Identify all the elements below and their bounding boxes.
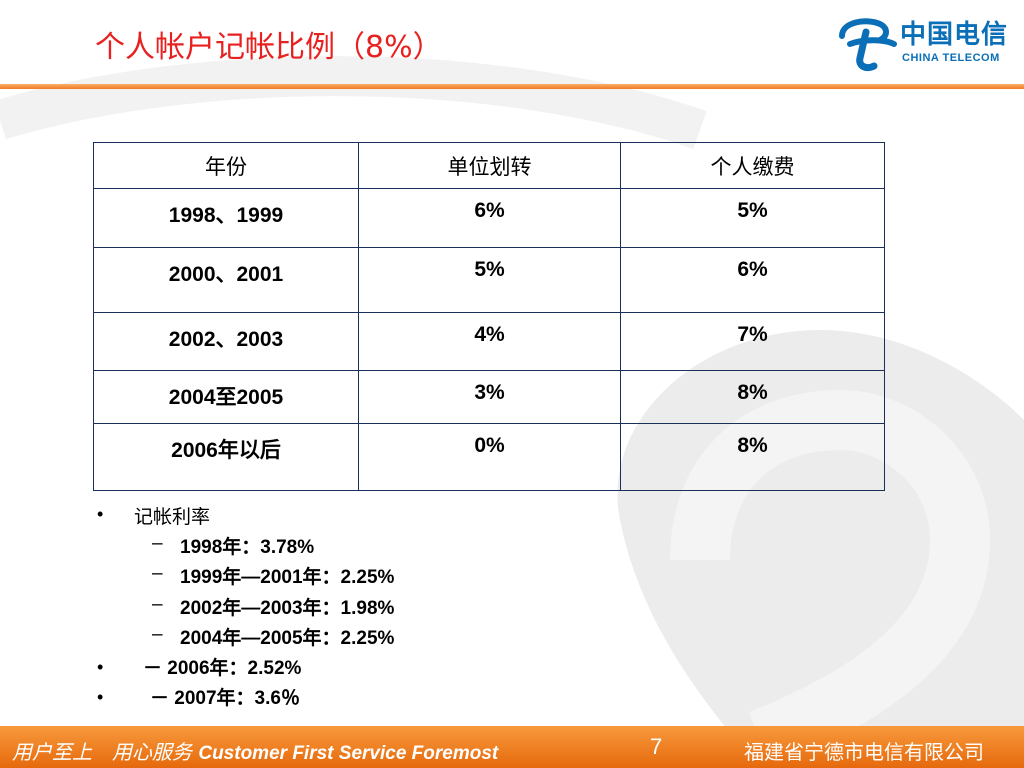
table-cell: 8% (620, 423, 885, 491)
table-cell: 2006年以后 (93, 423, 359, 491)
table-cell: 2000、2001 (93, 247, 359, 313)
company-name: 福建省宁德市电信有限公司 (744, 740, 984, 764)
table-header: 个人缴费 (620, 142, 885, 189)
list-heading: 记帐利率 (134, 507, 211, 528)
list-item: － 2007年：3.6％ (150, 688, 300, 709)
table-header: 年份 (93, 142, 359, 189)
table-header: 单位划转 (358, 142, 621, 189)
slogan-english: Customer First Service Foremost (198, 743, 499, 764)
brand-logo: 中国电信 CHINA TELECOM (836, 14, 1012, 74)
china-telecom-logo-icon (839, 18, 897, 72)
table-cell: 3% (358, 370, 621, 424)
page-number: 7 (650, 734, 663, 759)
list-item: 1999年—2001年：2.25% (180, 567, 395, 588)
footer-slogan: 用户至上 用心服务 Customer First Service Foremos… (12, 736, 498, 765)
bullet-marker: • (97, 657, 104, 677)
table-cell: 6% (620, 247, 885, 313)
table-cell: 5% (358, 247, 621, 313)
title-underline (0, 84, 1024, 89)
table-header-row: 年份 单位划转 个人缴费 (93, 142, 885, 189)
logo-english-text: CHINA TELECOM (902, 52, 1000, 64)
list-item: 2002年—2003年：1.98% (180, 598, 395, 619)
table-row: 2002、2003 4% 7% (93, 312, 885, 371)
table-cell: 7% (620, 312, 885, 371)
contribution-ratio-table: 年份 单位划转 个人缴费 1998、1999 6% 5% 2000、2001 5… (93, 142, 885, 491)
logo-chinese-text: 中国电信 (900, 20, 1009, 50)
table-row: 2000、2001 5% 6% (93, 247, 885, 313)
table-cell: 0% (358, 423, 621, 491)
table-cell: 1998、1999 (93, 188, 359, 248)
dash-marker: – (152, 533, 163, 554)
table-cell: 2002、2003 (93, 312, 359, 371)
slogan-chinese: 用户至上 用心服务 (12, 740, 192, 764)
table-row: 2004至2005 3% 8% (93, 370, 885, 424)
list-item: － 2006年：2.52% (143, 658, 302, 679)
table-row: 1998、1999 6% 5% (93, 188, 885, 248)
dash-marker: – (152, 594, 163, 615)
footer-bar: 用户至上 用心服务 Customer First Service Foremos… (0, 726, 1024, 768)
bullet-marker: • (97, 687, 104, 707)
dash-marker: – (152, 563, 163, 584)
table-row: 2006年以后 0% 8% (93, 423, 885, 491)
page-title: 个人帐户记帐比例（8%） (95, 30, 443, 65)
bullet-marker: • (97, 504, 104, 524)
table-cell: 5% (620, 188, 885, 248)
table-cell: 8% (620, 370, 885, 424)
list-item: 2004年—2005年：2.25% (180, 628, 395, 649)
table-cell: 4% (358, 312, 621, 371)
dash-marker: – (152, 624, 163, 645)
table-cell: 6% (358, 188, 621, 248)
table-cell: 2004至2005 (93, 370, 359, 424)
list-item: 1998年：3.78% (180, 537, 315, 558)
